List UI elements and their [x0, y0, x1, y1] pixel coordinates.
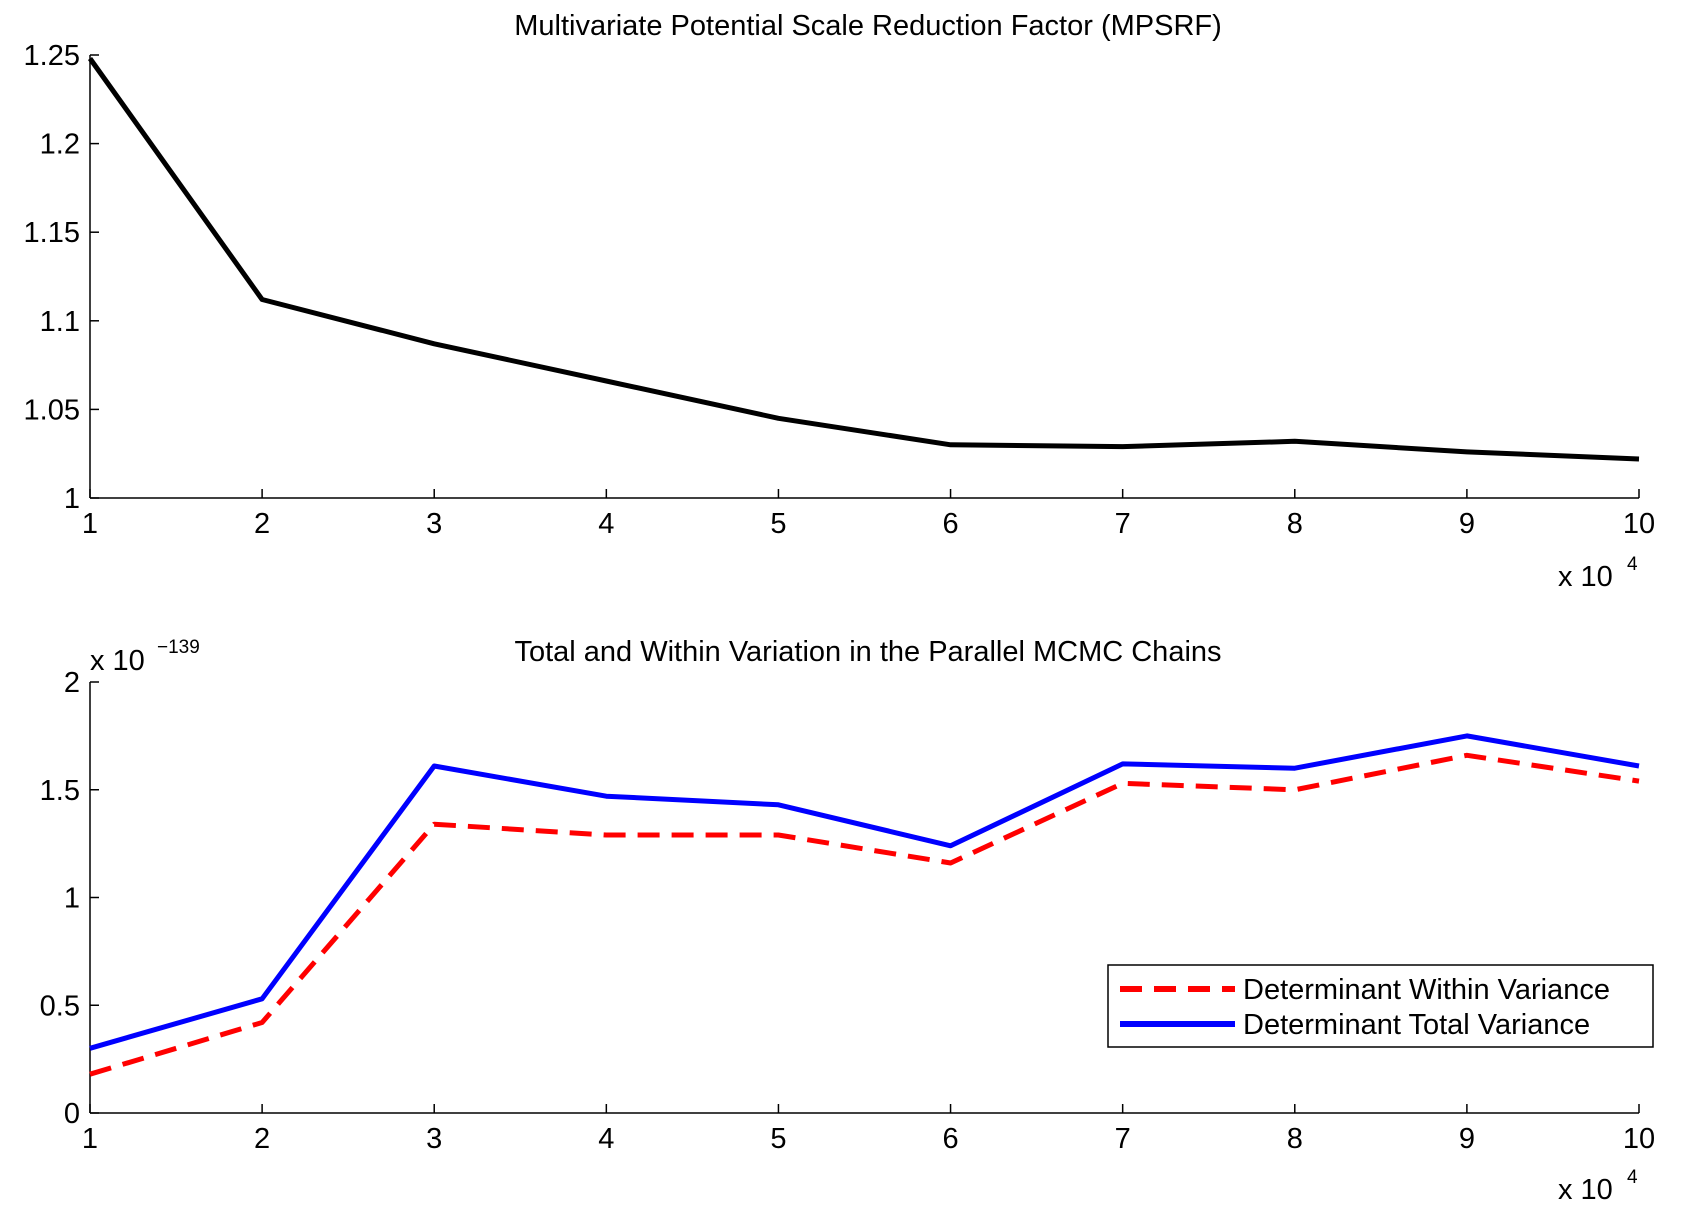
x-tick-label: 2	[254, 1123, 270, 1155]
y-axis-multiplier-exponent: −139	[157, 637, 200, 658]
y-tick-label: 1	[64, 483, 80, 515]
x-tick-label: 5	[770, 1123, 786, 1155]
x-axis-multiplier-exponent: 4	[1627, 1167, 1638, 1188]
y-ticks: 0 0.5 1 1.5 2	[40, 667, 99, 1130]
x-tick-label: 8	[1287, 1123, 1303, 1155]
y-tick-label: 2	[64, 667, 80, 699]
legend-box	[1107, 964, 1654, 1048]
chart-title: Total and Within Variation in the Parall…	[514, 636, 1221, 668]
series-line-0	[87, 57, 1640, 462]
series-layer	[89, 733, 1640, 1077]
series-line-0	[89, 752, 1640, 1077]
y-tick-label: 1.15	[24, 217, 80, 249]
x-tick-label: 8	[1287, 508, 1303, 540]
x-tick-label: 3	[426, 1123, 442, 1155]
x-tick-label: 10	[1623, 1123, 1655, 1155]
y-tick-label: 0.5	[40, 990, 80, 1022]
y-tick-label: 1	[64, 883, 80, 915]
plot-axes	[89, 55, 1639, 499]
x-ticks: 1 2 3 4 5 6 7 8 9 10	[82, 1104, 1655, 1155]
x-tick-label: 5	[770, 508, 786, 540]
x-tick-label: 7	[1115, 1123, 1131, 1155]
y-tick-label: 1.25	[24, 40, 80, 72]
chart-variation: Total and Within Variation in the Parall…	[40, 636, 1655, 1205]
y-tick-label: 1.05	[24, 394, 80, 426]
x-tick-label: 4	[598, 508, 614, 540]
x-tick-label: 4	[598, 1123, 614, 1155]
x-tick-label: 2	[254, 508, 270, 540]
x-axis-multiplier-exponent: 4	[1627, 554, 1638, 575]
y-tick-label: 1.2	[40, 129, 80, 161]
y-tick-label: 1.1	[40, 306, 80, 338]
series-layer	[87, 57, 1640, 462]
x-tick-label: 9	[1459, 508, 1475, 540]
x-tick-label: 1	[82, 508, 98, 540]
x-tick-label: 6	[942, 508, 958, 540]
legend-label-within: Determinant Within Variance	[1243, 974, 1610, 1006]
series-line-1	[89, 733, 1640, 1051]
legend: Determinant Within Variance Determinant …	[1107, 964, 1654, 1048]
x-tick-label: 1	[82, 1123, 98, 1155]
x-tick-label: 10	[1623, 508, 1655, 540]
y-tick-label: 0	[64, 1098, 80, 1130]
y-axis-multiplier: x 10	[90, 645, 145, 677]
x-tick-label: 3	[426, 508, 442, 540]
x-tick-label: 9	[1459, 1123, 1475, 1155]
chart-mpsrf: Multivariate Potential Scale Reduction F…	[24, 10, 1656, 593]
x-axis-multiplier: x 10	[1558, 561, 1613, 593]
x-tick-label: 6	[942, 1123, 958, 1155]
x-axis-multiplier: x 10	[1558, 1174, 1613, 1205]
chart-title: Multivariate Potential Scale Reduction F…	[514, 10, 1222, 42]
y-ticks: 1 1.05 1.1 1.15 1.2 1.25	[24, 40, 99, 515]
x-tick-label: 7	[1115, 508, 1131, 540]
x-ticks: 1 2 3 4 5 6 7 8 9 10	[82, 489, 1655, 540]
legend-label-total: Determinant Total Variance	[1243, 1009, 1590, 1041]
y-tick-label: 1.5	[40, 775, 80, 807]
